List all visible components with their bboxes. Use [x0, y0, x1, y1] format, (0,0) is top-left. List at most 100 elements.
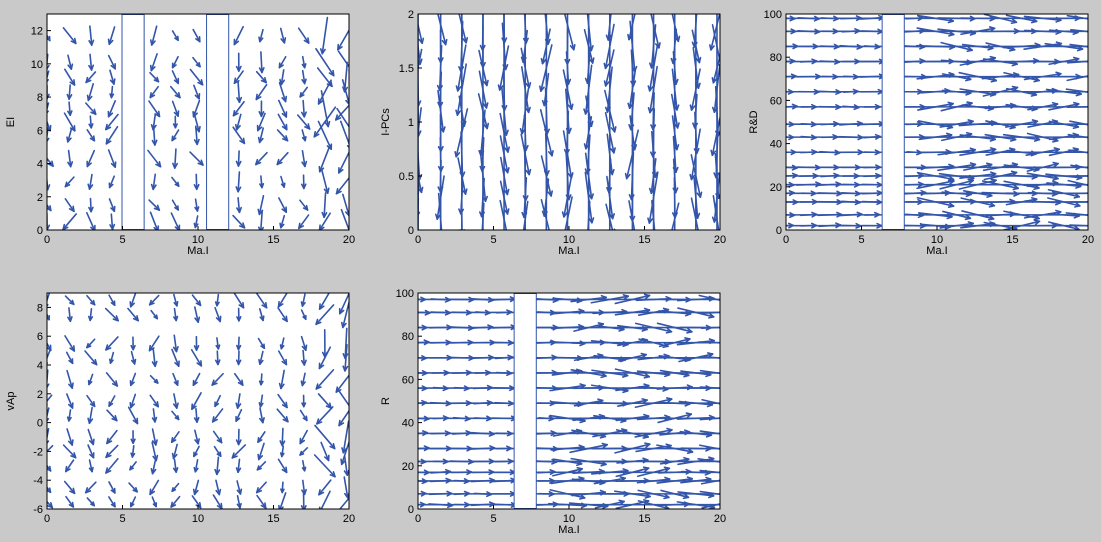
subplot-5-arrow-134-head-b: [620, 428, 628, 432]
subplot-4-arrow-25: [84, 481, 97, 494]
subplot-5-arrow-147-head-b: [642, 466, 650, 470]
subplot-4-axes: [46, 292, 350, 510]
subplot-1-arrow-64: [171, 55, 179, 69]
subplot-2-arrow-41-head-b: [506, 208, 510, 215]
subplot-4-arrow-100-head-b: [219, 437, 223, 444]
subplot-1-arrow-32: [89, 25, 93, 46]
subplot-3-arrow-159-head-b: [1011, 162, 1019, 166]
subplot-3-x-tick-label-4: 20: [1082, 234, 1094, 246]
subplot-5-x-tick-label-4: 20: [714, 513, 726, 525]
subplot-3-y-tick-label-4: 80: [770, 52, 782, 64]
subplot-4-arrow-69-head-b: [148, 347, 155, 352]
subplot-4-arrow-32-head-b: [94, 358, 98, 366]
subplot-1-arrow-77: [232, 214, 246, 229]
subplot-4-arrow-4: [47, 428, 50, 442]
subplot-4-arrow-162-head-b: [328, 402, 332, 409]
subplot-1-arrow-58: [173, 148, 177, 169]
subplot-3-arrow-217-head-b: [1072, 56, 1080, 60]
subplot-2-arrow-35-head-b: [486, 122, 490, 130]
subplot-1-arrow-13: [64, 176, 75, 188]
subplot-3-arrow-172-head-b: [1031, 197, 1038, 201]
subplot-1-arrow-83: [232, 100, 245, 117]
subplot-4-arrow-33: [86, 338, 96, 349]
subplot-3-y-tick-label-5: 100: [764, 9, 782, 21]
subplot-2-arrow-68-head-b: [541, 58, 547, 65]
subplot-1-arrow-39: [107, 100, 117, 118]
subplot-1-arrow-116: [302, 99, 306, 118]
subplot-5-y-label: R: [380, 397, 392, 405]
subplot-4-arrow-131-head-b: [265, 301, 268, 309]
subplot-4-arrow-38-head-b: [105, 470, 112, 474]
subplot-4-arrow-84-head-b: [198, 501, 202, 509]
subplot-1-arrow-18: [68, 84, 71, 100]
subplot-4-arrow-12-head-b: [71, 501, 75, 508]
subplot-2-arrow-72-head-b: [568, 194, 572, 201]
subplot-2-arrow-111-head-b: [648, 218, 654, 224]
subplot-5-x-tick-label-2: 10: [563, 513, 575, 525]
subplot-1-arrow-23: [89, 197, 92, 213]
subplot-1-arrow-111: [299, 199, 309, 211]
subplot-1-arrow-115-head-b: [307, 123, 311, 130]
subplot-3-x-tick-label-3: 15: [1006, 234, 1018, 246]
subplot-2-arrow-52-head-b: [524, 195, 529, 202]
subplot-1-x-tick-label-2: 10: [192, 234, 204, 246]
subplot-2: 0 5 10 15 20 0 0.5 1 1.5 2 Ma.I I-PCs: [380, 9, 726, 257]
subplot-4-arrow-59-head-b: [129, 302, 135, 308]
subplot-1-arrow-133: [342, 193, 349, 217]
subplot-4-arrow-102: [214, 394, 221, 408]
subplot-5-arrow-167-head-b: [664, 414, 671, 418]
subplot-1-arrow-130-head-b: [332, 69, 335, 77]
subplot-4-arrow-66: [149, 394, 160, 408]
subplot-5-arrow-125-head-b: [597, 322, 605, 325]
subplot-1-arrow-70-head-b: [196, 138, 200, 146]
subplot-3-arrow-127-head-b: [965, 131, 973, 135]
subplot-4-arrow-173: [338, 409, 349, 427]
subplot-4-arrow-87: [193, 445, 200, 458]
subplot-1-arrow-11: [62, 213, 78, 230]
subplot-4-arrow-120: [256, 494, 267, 509]
subplot-4-arrow-68: [152, 348, 156, 368]
subplot-4-arrow-31-head-b: [88, 381, 93, 386]
subplot-2-y-tick-label-2: 1: [408, 117, 414, 129]
subplot-4-arrow-25-head-b: [84, 490, 92, 494]
subplot-3-arrow-160-head-b: [1008, 147, 1016, 151]
subplot-4-arrow-21-head-b: [72, 345, 76, 352]
subplot-1-arrow-36: [107, 149, 117, 168]
subplot-5-arrow-206-head-b: [709, 312, 715, 318]
subplot-4-arrow-178: [342, 301, 349, 329]
subplot-4-arrow-163: [315, 369, 335, 390]
subplot-5-arrow-99-head-b: [576, 466, 583, 470]
subplot-4-x-tick-label-0: 0: [44, 513, 50, 525]
subplot-5-arrow-38-head-b: [465, 430, 472, 434]
subplot-1-arrow-86-head-b: [238, 65, 242, 72]
subplot-5-arrow-50-head-b: [488, 477, 496, 482]
subplot-1-arrow-59-head-b: [171, 137, 177, 142]
subplot-4-arrow-72: [170, 495, 181, 508]
subplot-1-arrow-67-head-b: [196, 206, 200, 212]
subplot-1-arrow-71-head-b: [198, 125, 201, 133]
subplot-4-arrow-76: [170, 431, 180, 443]
subplot-4-arrow-7: [47, 369, 49, 389]
subplot-3-x-tick-label-2: 10: [931, 234, 943, 246]
subplot-1-arrow-104: [277, 113, 288, 131]
subplot-2-arrow-24-head-b: [455, 152, 461, 158]
subplot-5-arrow-86-head-b: [550, 430, 557, 434]
subplot-1-arrow-40: [110, 85, 114, 99]
subplot-3-y-ticks: 0 20 40 60 80 100: [764, 9, 790, 237]
subplot-1-arrow-140-head-b: [343, 86, 349, 93]
subplot-1-arrow-123: [321, 169, 329, 195]
subplot-1-arrow-102-head-b: [276, 161, 283, 166]
subplot-4-arrow-124: [257, 431, 266, 443]
subplot-4-arrow-97-head-b: [218, 488, 222, 496]
subplot-1-arrow-100: [278, 197, 288, 213]
subplot-2-arrow-126-head-b: [676, 104, 680, 111]
subplot-1-arrow-19-head-b: [73, 79, 76, 86]
subplot-4-arrow-127-head-b: [260, 380, 264, 386]
subplot-1-arrow-94-head-b: [260, 110, 265, 118]
subplot-4-arrow-142-head-b: [285, 315, 288, 323]
subplot-5-y-tick-label-5: 100: [396, 288, 414, 300]
subplot-4-arrow-40-head-b: [106, 440, 113, 445]
subplot-4-arrow-90-head-b: [191, 405, 197, 410]
subplot-1-arrow-30: [85, 71, 97, 84]
